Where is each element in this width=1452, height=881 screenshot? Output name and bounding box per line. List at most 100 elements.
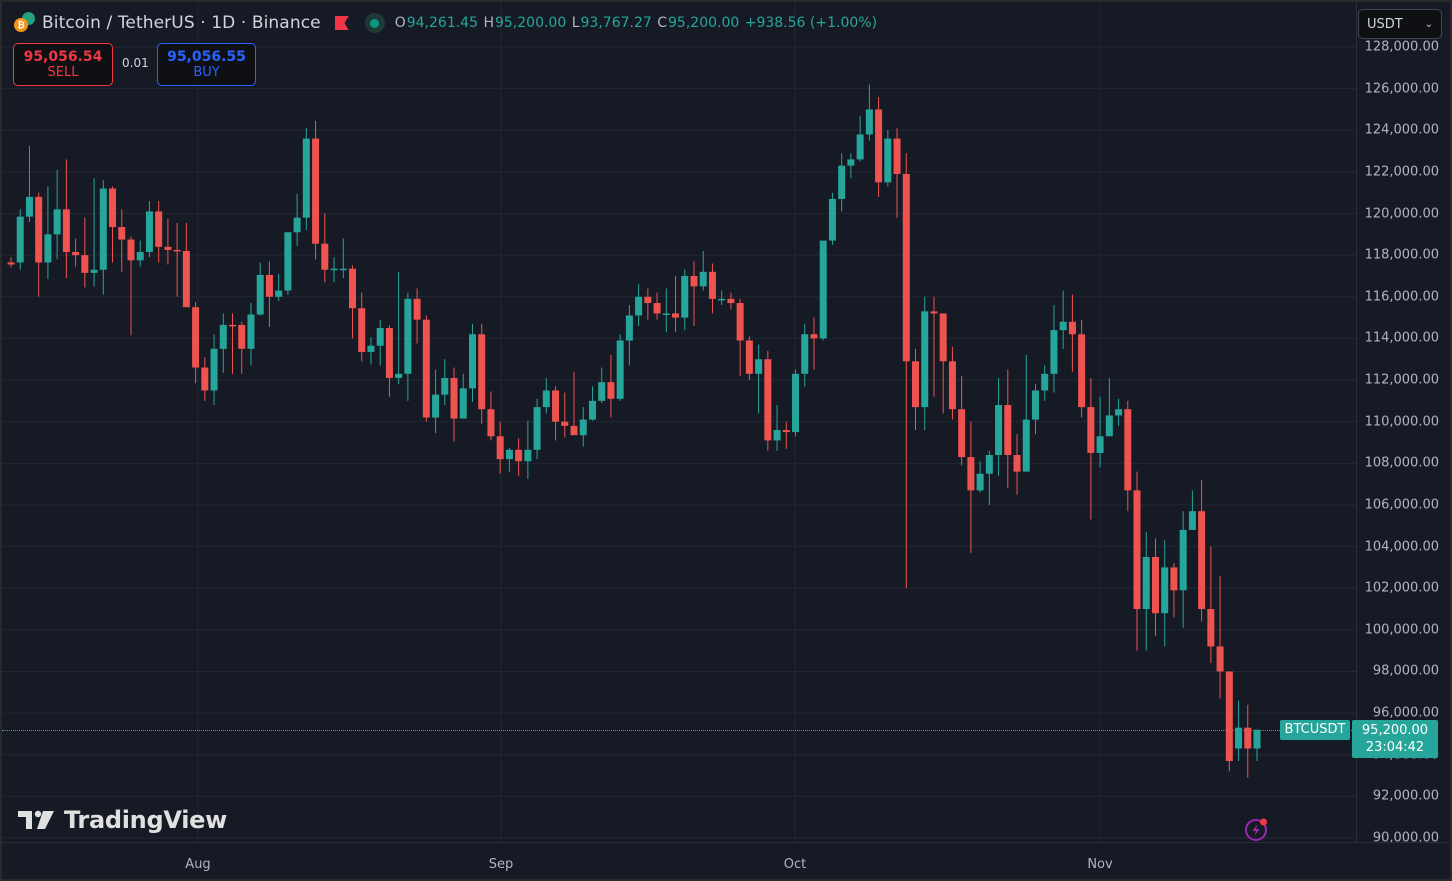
candle[interactable] — [727, 292, 735, 310]
candle[interactable] — [847, 153, 855, 179]
candle[interactable] — [1225, 671, 1233, 772]
buy-button[interactable]: 95,056.55 BUY — [157, 43, 256, 86]
candle[interactable] — [422, 315, 430, 422]
candle[interactable] — [1170, 563, 1178, 618]
candle[interactable] — [1105, 377, 1113, 437]
candle[interactable] — [173, 222, 181, 297]
candle[interactable] — [856, 115, 864, 162]
candle[interactable] — [385, 324, 393, 397]
candle[interactable] — [644, 288, 652, 320]
candle[interactable] — [1198, 479, 1206, 622]
candle[interactable] — [552, 386, 560, 441]
price-axis[interactable]: 128,000.00 126,000.00 124,000.00 122,000.00… — [1356, 2, 1450, 846]
candle[interactable] — [210, 334, 218, 406]
candle[interactable] — [1087, 377, 1095, 520]
candle[interactable] — [1096, 396, 1104, 468]
candle[interactable] — [25, 145, 33, 222]
currency-select[interactable]: USDT ⌄ — [1358, 9, 1442, 39]
candle[interactable] — [53, 169, 61, 260]
candle[interactable] — [810, 317, 818, 370]
candle[interactable] — [1022, 355, 1030, 472]
candle[interactable] — [764, 350, 772, 451]
candle[interactable] — [275, 273, 283, 301]
candle[interactable] — [339, 238, 347, 279]
candle[interactable] — [109, 186, 117, 263]
candle[interactable] — [229, 313, 237, 374]
candle[interactable] — [367, 337, 375, 365]
candle[interactable] — [995, 377, 1003, 476]
lightning-alert-icon[interactable] — [1244, 817, 1268, 841]
candle[interactable] — [348, 265, 356, 339]
candle[interactable] — [635, 284, 643, 326]
candle[interactable] — [736, 298, 744, 376]
candle[interactable] — [875, 96, 883, 197]
candle[interactable] — [247, 303, 255, 366]
candle[interactable] — [468, 323, 476, 402]
candle[interactable] — [1041, 365, 1049, 401]
candle[interactable] — [432, 369, 440, 434]
candle[interactable] — [672, 275, 680, 333]
candle[interactable] — [1235, 700, 1243, 761]
candle[interactable] — [773, 405, 781, 451]
candle[interactable] — [598, 367, 606, 403]
candle[interactable] — [1188, 490, 1196, 530]
candle[interactable] — [616, 334, 624, 401]
candle[interactable] — [72, 238, 80, 267]
candle[interactable] — [44, 186, 52, 280]
candle[interactable] — [1031, 384, 1039, 435]
candle[interactable] — [1216, 575, 1224, 699]
candle[interactable] — [708, 263, 716, 314]
candle[interactable] — [395, 271, 403, 385]
candle[interactable] — [219, 313, 227, 373]
candle[interactable] — [7, 257, 15, 268]
candle[interactable] — [838, 153, 846, 212]
candle[interactable] — [136, 240, 144, 267]
candle[interactable] — [376, 319, 384, 366]
candle[interactable] — [302, 128, 310, 231]
candle[interactable] — [819, 240, 827, 341]
candle[interactable] — [588, 386, 596, 421]
candle[interactable] — [976, 461, 984, 493]
candle[interactable] — [958, 375, 966, 466]
candle[interactable] — [496, 421, 504, 474]
candle[interactable] — [533, 398, 541, 460]
time-axis[interactable]: Aug Sep Oct Nov — [2, 842, 1450, 879]
candle[interactable] — [99, 180, 107, 295]
candle[interactable] — [1004, 369, 1012, 489]
candle[interactable] — [487, 391, 495, 441]
candle[interactable] — [967, 421, 975, 553]
tradingview-logo[interactable]: TradingView — [18, 806, 227, 834]
candle[interactable] — [561, 392, 569, 438]
candle[interactable] — [1142, 532, 1150, 651]
candle[interactable] — [155, 201, 163, 263]
candle[interactable] — [662, 288, 670, 333]
candle[interactable] — [782, 421, 790, 449]
candle[interactable] — [570, 371, 578, 436]
candle[interactable] — [1124, 400, 1132, 512]
candle[interactable] — [524, 420, 532, 479]
candle[interactable] — [330, 257, 338, 283]
candle[interactable] — [321, 213, 329, 283]
candle[interactable] — [939, 313, 947, 414]
candle[interactable] — [985, 450, 993, 505]
candle[interactable] — [625, 305, 633, 366]
candle[interactable] — [1078, 319, 1086, 418]
candle[interactable] — [478, 323, 486, 424]
candle[interactable] — [801, 323, 809, 387]
candle[interactable] — [1161, 540, 1169, 647]
candle[interactable] — [182, 222, 190, 308]
candle[interactable] — [293, 193, 301, 246]
candle[interactable] — [893, 128, 901, 218]
candle[interactable] — [828, 192, 836, 245]
candle[interactable] — [312, 120, 320, 260]
candle[interactable] — [16, 209, 24, 270]
candle[interactable] — [699, 250, 707, 291]
candle[interactable] — [579, 407, 587, 447]
candle[interactable] — [653, 292, 661, 320]
candle[interactable] — [681, 269, 689, 331]
candle[interactable] — [404, 292, 412, 401]
candle[interactable] — [192, 301, 200, 384]
candle[interactable] — [201, 357, 209, 401]
candle[interactable] — [459, 373, 467, 419]
candle[interactable] — [1253, 729, 1261, 761]
